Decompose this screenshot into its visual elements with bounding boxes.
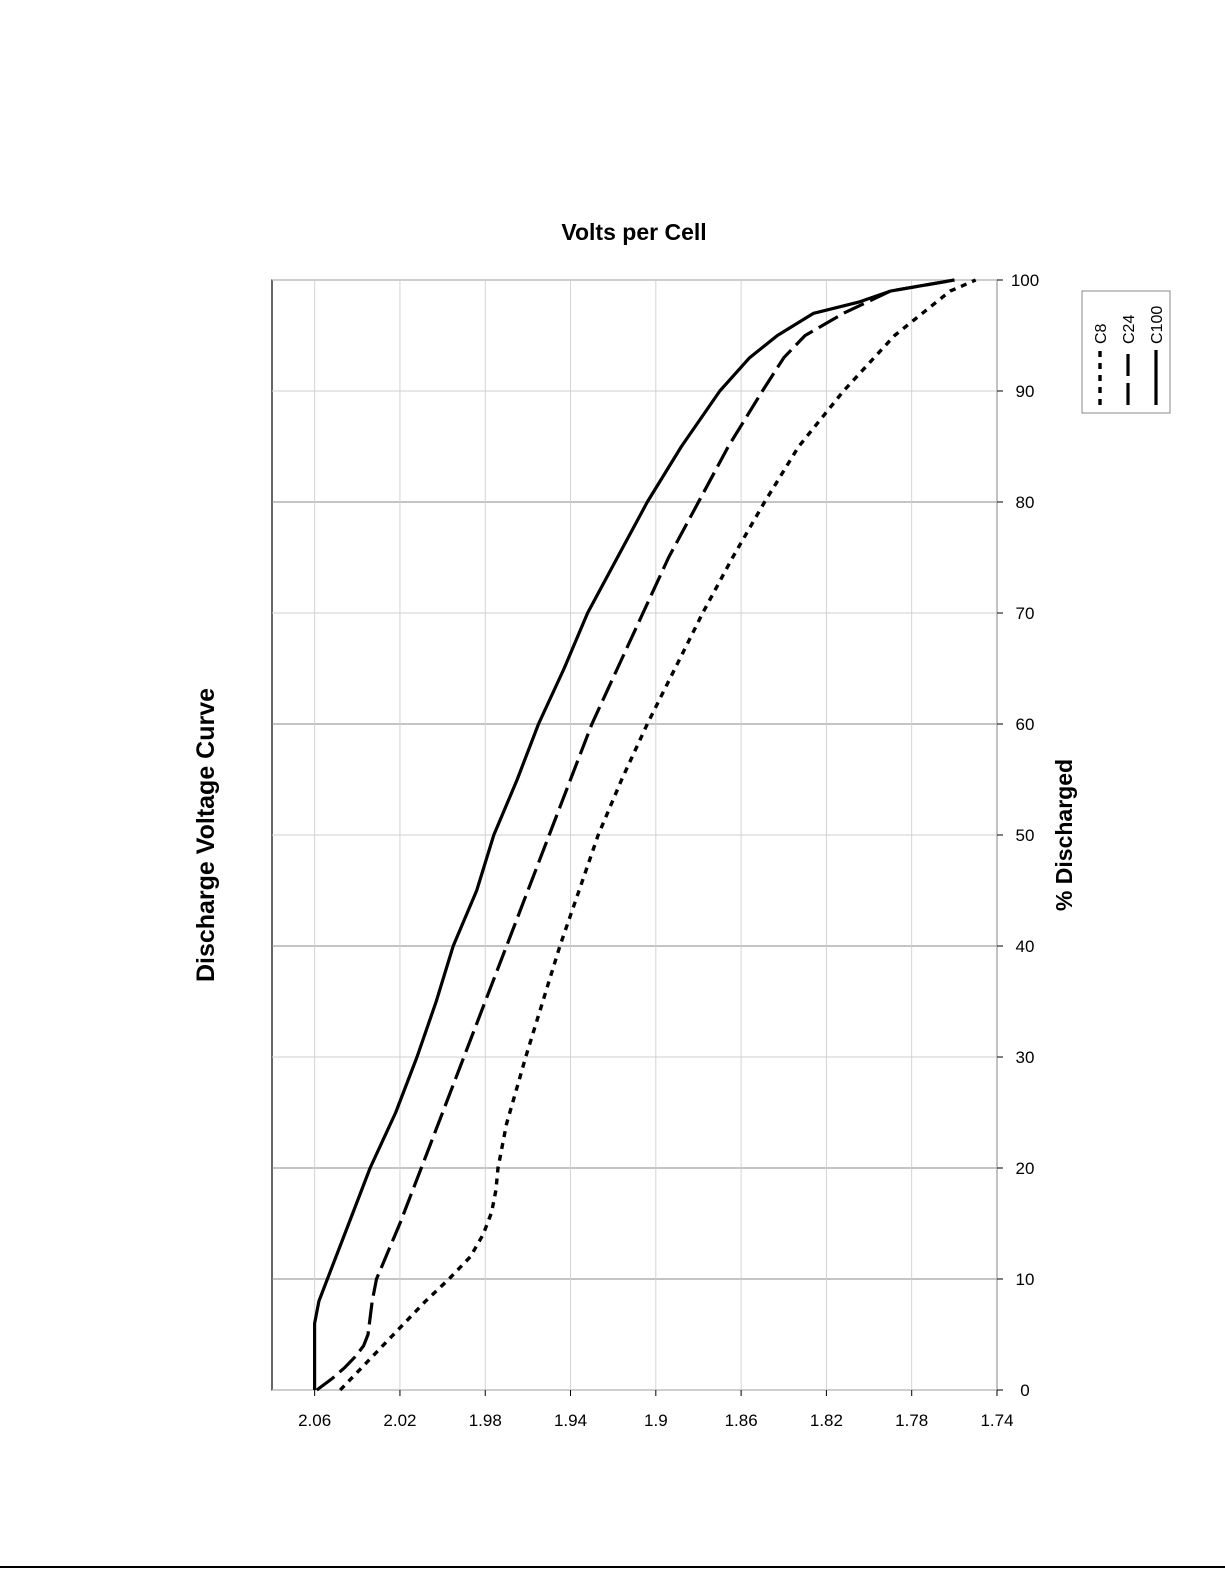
- x-tick-label-group: 0: [1020, 1381, 1029, 1400]
- y-tick-label-group: 2.06: [298, 1411, 331, 1430]
- x-tick-label-group: 100: [1011, 271, 1039, 290]
- x-tick-label: 70: [1016, 604, 1035, 623]
- y-tick-label: 1.74: [980, 1411, 1013, 1430]
- x-tick-label: 90: [1016, 382, 1035, 401]
- chart-title: Discharge Voltage Curve: [192, 688, 220, 982]
- x-tick-label: 40: [1016, 937, 1035, 956]
- y-tick-label: 2.02: [383, 1411, 416, 1430]
- legend-box: [1081, 290, 1171, 414]
- x-tick-label: 0: [1020, 1381, 1029, 1400]
- y-tick-label: 1.94: [554, 1411, 587, 1430]
- x-axis-title: % Discharged: [1051, 759, 1077, 911]
- x-tick-label: 100: [1011, 271, 1039, 290]
- y-axis-title-group: Volts per Cell: [561, 219, 706, 245]
- y-tick-label: 1.78: [895, 1411, 928, 1430]
- x-tick-label: 60: [1016, 715, 1035, 734]
- x-tick-label: 10: [1016, 1270, 1035, 1289]
- y-tick-label: 1.82: [810, 1411, 843, 1430]
- series-line-c24: [315, 278, 955, 1392]
- y-tick-label-group: 1.74: [980, 1411, 1013, 1430]
- page-bottom-rule: [0, 1566, 1225, 1568]
- x-tick-label: 80: [1016, 493, 1035, 512]
- x-tick-label: 30: [1016, 1048, 1035, 1067]
- ticks-layer: 0 10 20 30 40 50 60 70 80 90 100 1.74 1.78 1.82 1.86 1.…: [298, 271, 1039, 1430]
- chart-root: 0 10 20 30 40 50 60 70 80 90 100 1.74 1.78 1.82 1.86 1.…: [192, 219, 1171, 1430]
- x-tick-label: 50: [1016, 826, 1035, 845]
- x-tick-label-group: 10: [1016, 1270, 1035, 1289]
- series-layer: [313, 278, 977, 1392]
- legend: C8 C24 C100: [1081, 290, 1171, 414]
- series-line-c8: [338, 278, 977, 1392]
- y-tick-label: 1.86: [725, 1411, 758, 1430]
- y-tick-label: 1.98: [469, 1411, 502, 1430]
- x-tick-label-group: 30: [1016, 1048, 1035, 1067]
- y-tick-label-group: 1.82: [810, 1411, 843, 1430]
- y-tick-label-group: 1.9: [644, 1411, 668, 1430]
- legend-label-c24: C24: [1121, 315, 1138, 344]
- y-tick-label-group: 2.02: [383, 1411, 416, 1430]
- x-tick-label-group: 40: [1016, 937, 1035, 956]
- y-tick-label-group: 1.98: [469, 1411, 502, 1430]
- legend-label-c8: C8: [1093, 323, 1110, 344]
- series-line-c100: [313, 278, 955, 1390]
- y-tick-label-group: 1.86: [725, 1411, 758, 1430]
- y-tick-label: 2.06: [298, 1411, 331, 1430]
- y-axis-title: Volts per Cell: [561, 219, 706, 245]
- x-tick-label-group: 70: [1016, 604, 1035, 623]
- y-tick-label-group: 1.94: [554, 1411, 587, 1430]
- y-tick-label-group: 1.78: [895, 1411, 928, 1430]
- x-tick-label-group: 80: [1016, 493, 1035, 512]
- x-tick-label: 20: [1016, 1159, 1035, 1178]
- grid: [272, 279, 998, 1391]
- x-tick-label-group: 20: [1016, 1159, 1035, 1178]
- legend-label-c100: C100: [1149, 306, 1166, 344]
- x-tick-label-group: 60: [1016, 715, 1035, 734]
- y-tick-label: 1.9: [644, 1411, 668, 1430]
- x-tick-label-group: 90: [1016, 382, 1035, 401]
- x-tick-label-group: 50: [1016, 826, 1035, 845]
